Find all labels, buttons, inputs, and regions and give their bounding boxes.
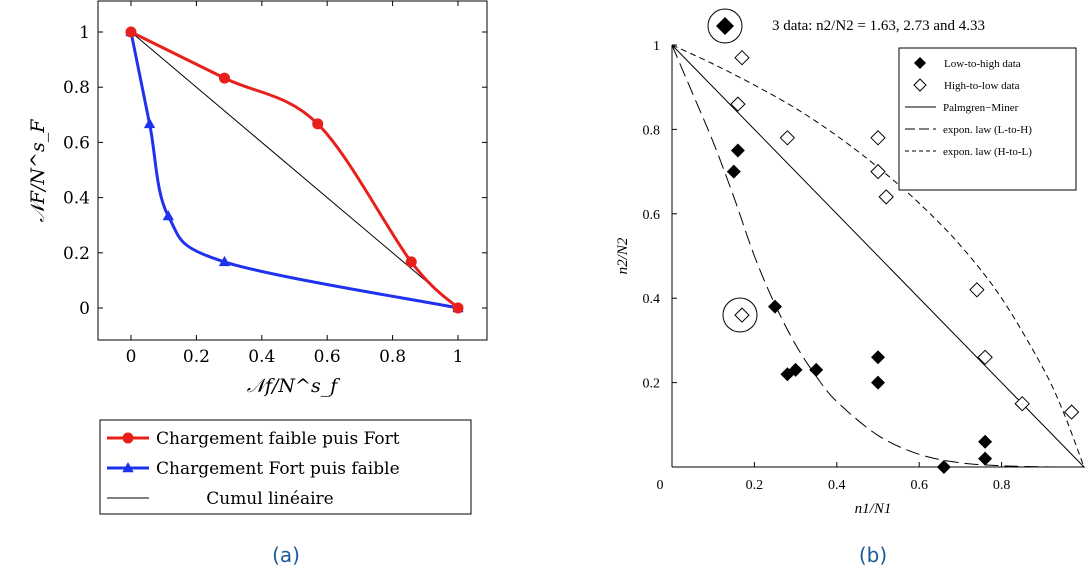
open-diamond-point [870,163,886,180]
x-tick-label: 0.2 [746,478,764,493]
panel-a-ticks: 0 0.2 0.4 0.6 0.8 1 0 0.2 0.4 0.6 0.8 1 [63,1,487,367]
legend-circle-icon [122,432,134,444]
data-point-circle [219,72,231,84]
x-tick-label: 0.8 [993,478,1011,493]
legend-label: High-to-low data [944,80,1020,92]
panel-b-title-diamond-icon [716,17,734,35]
filled-diamond-point [978,451,993,466]
legend-triangle-icon [122,462,134,473]
open-diamond-point [1063,404,1080,420]
panel-b-x-axis-label: n1/N1 [855,501,892,517]
legend-label: expon. law (H-to-L) [943,146,1032,158]
data-point-circle [452,302,464,314]
open-diamond-point [878,189,894,205]
open-diamond-point [779,130,796,146]
open-diamond-point [977,349,993,366]
series-line-cumul-lineaire [130,31,459,309]
y-tick-label: 0.4 [643,292,661,307]
y-tick-label: 0.2 [643,377,661,392]
y-tick-label: 0.8 [643,123,661,138]
x-tick-label: 0.6 [314,347,341,367]
y-tick-label: 1 [79,23,90,43]
y-tick-label: 0.6 [63,133,90,153]
panel-a-y-axis-label: 𝒩F/N^s_F [27,119,49,223]
open-diamond-point [734,307,750,323]
open-diamond-point [730,96,746,112]
panel-b-legend: Low-to-high data High-to-low data Palmgren… [905,57,1032,158]
panel-b-y-axis-label: n2/N2 [615,237,631,274]
legend-label: Palmgren−Miner [943,102,1019,114]
legend-label: Chargement Fort puis faible [156,459,400,479]
filled-diamond-point [978,434,993,449]
panel-a-x-axis-label: 𝒩f/N^s_f [247,375,340,397]
filled-diamond-point [936,460,951,474]
panel-a-plot-frame [97,0,488,341]
open-diamond-point [969,282,985,298]
data-point-triangle [218,255,231,267]
data-point-circle [125,26,137,38]
filled-diamond-point [809,362,824,377]
legend-label: Low-to-high data [944,58,1021,70]
panel-b-title: 3 data: n2/N2 = 1.63, 2.73 and 4.33 [772,18,985,34]
filled-diamond-point [726,164,741,179]
x-tick-label: 1 [453,347,464,367]
panel-b-ticks: 0 0.2 0.4 0.6 0.8 0.2 0.4 0.6 0.8 1 [643,39,1011,493]
x-tick-label: 0.6 [910,478,928,493]
legend-filled-diamond-icon [914,57,926,69]
x-tick-label: 0 [126,347,137,367]
open-diamond-point [1014,395,1030,412]
panel-a-caption: (a) [272,543,300,567]
panel-b-legend-box [898,47,1077,191]
legend-label: Chargement faible puis Fort [156,429,400,449]
open-diamond-point [734,49,750,66]
panel-b-title-highlight-circle [707,8,743,44]
origin-tick-label: 0 [657,478,664,493]
filled-diamond-point [871,375,885,390]
panel-a-legend: Chargement faible puis Fort Chargement Fo… [107,429,400,509]
y-tick-label: 0.6 [643,208,661,223]
y-tick-label: 0.8 [63,78,90,98]
x-tick-label: 0.4 [828,478,846,493]
filled-diamond-point [730,143,745,158]
panel-a: 0 0.2 0.4 0.6 0.8 1 0 0.2 0.4 0.6 0.8 1 𝒩f/N^s_f 𝒩F… [27,0,488,567]
y-tick-label: 0.4 [63,189,90,209]
y-tick-label: 0.2 [63,244,90,264]
panel-b-highlight-circle [722,297,758,333]
panel-a-markers [125,26,464,314]
palmgren-miner-line [671,44,1085,468]
filled-diamond-point [768,299,782,314]
legend-label: Cumul linéaire [206,489,334,509]
legend-label: expon. law (L-to-H) [943,124,1032,136]
data-point-circle [312,118,324,130]
x-tick-label: 0.8 [379,347,406,367]
x-tick-label: 0.4 [248,347,275,367]
y-tick-label: 0 [79,299,90,319]
data-point-triangle [143,117,156,129]
data-point-circle [405,256,417,268]
open-diamond-point [870,130,886,146]
filled-diamond-point [871,350,885,365]
legend-open-diamond-icon [913,78,927,92]
panel-b-caption: (b) [859,543,887,567]
data-point-triangle [162,210,174,221]
panel-b: 3 data: n2/N2 = 1.63, 2.73 and 4.33 0 0.2… [615,8,1085,567]
filled-diamond-point [788,362,803,377]
y-tick-label: 1 [653,39,660,54]
panel-a-legend-box [99,419,472,515]
x-tick-label: 0.2 [183,347,210,367]
series-line-fort-puis-faible [129,31,459,310]
panel-b-markers [726,49,1080,474]
